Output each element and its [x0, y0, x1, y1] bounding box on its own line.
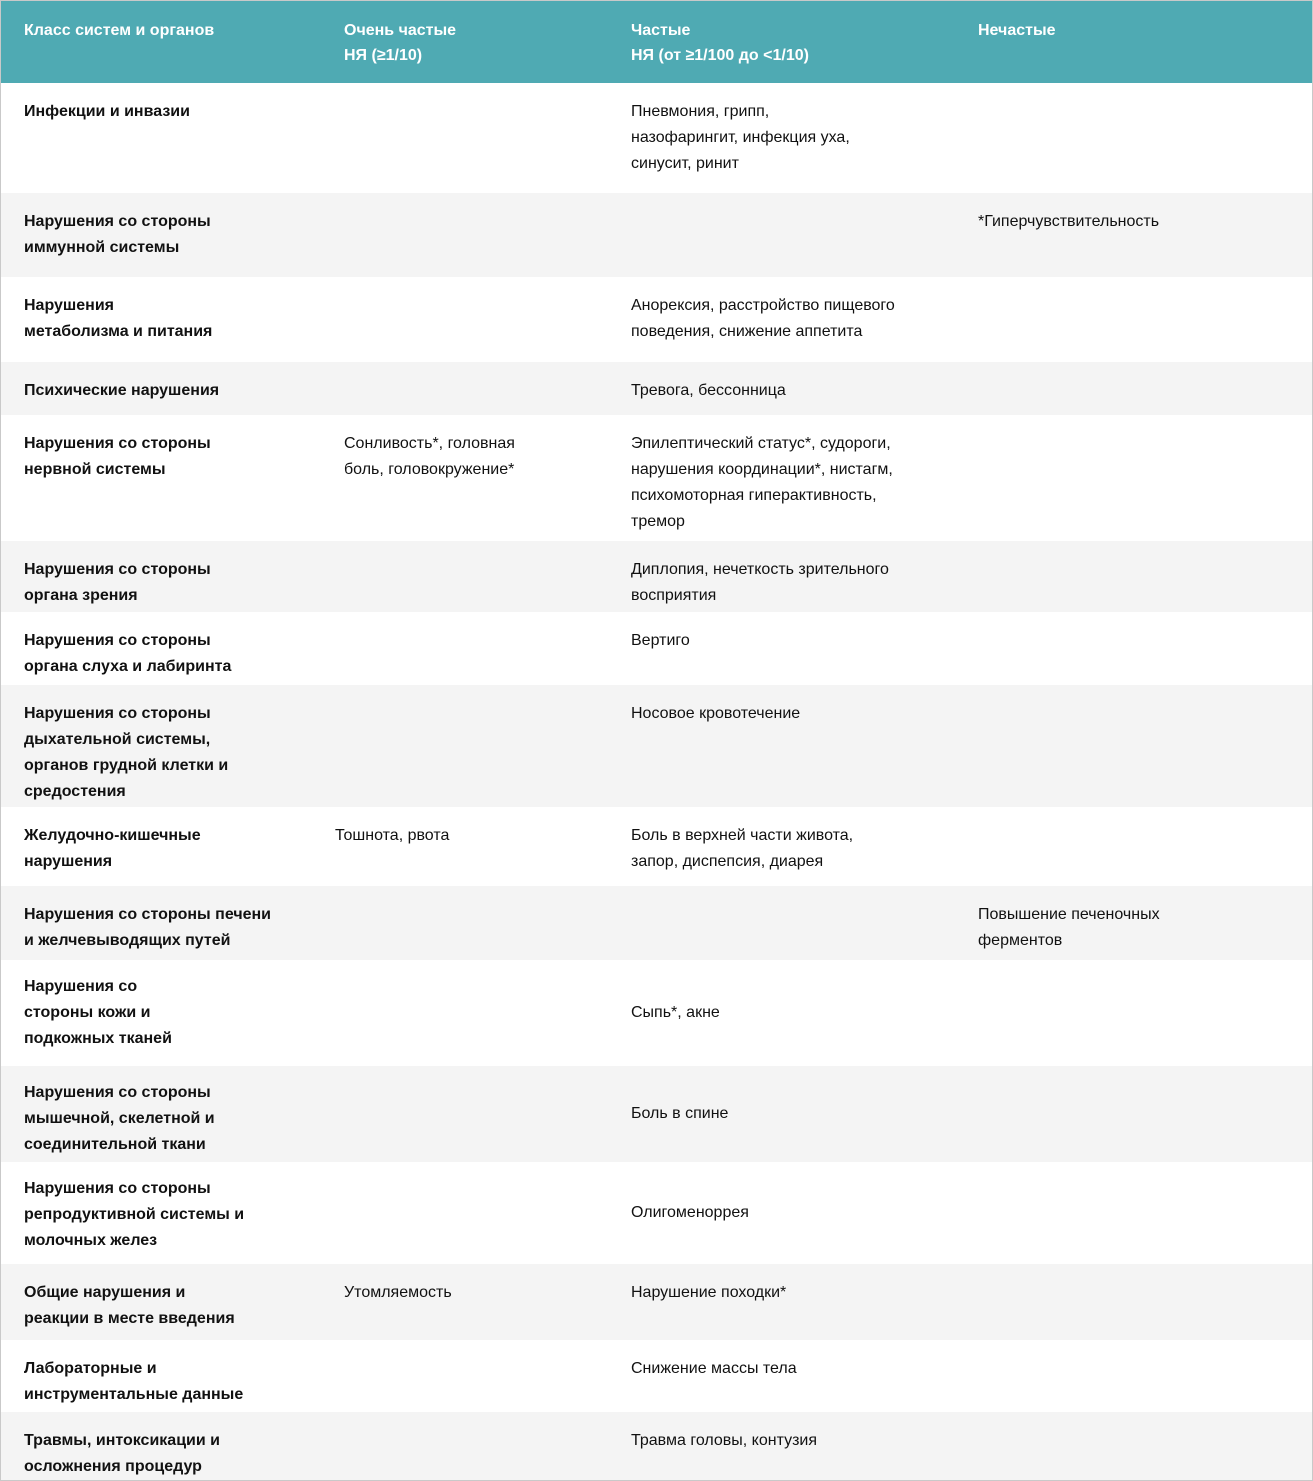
- table-row: Нарушения со стороны кожи и подкожных тк…: [1, 960, 1312, 1066]
- cell-common: Диплопия, нечеткость зрительного восприя…: [608, 541, 955, 612]
- cell-very-common: [321, 193, 608, 277]
- table-row: Травмы, интоксикации и осложнения процед…: [1, 1412, 1312, 1480]
- cell-common: Эпилептический статус*, судороги, наруше…: [631, 435, 893, 530]
- cell-uncommon: [955, 83, 1312, 193]
- header-common: Частые НЯ (от ≥1/100 до <1/10): [608, 1, 955, 83]
- cell-common: Анорексия, расстройство пищевого поведен…: [631, 297, 895, 340]
- table-row: Общие нарушения и реакции в месте введен…: [1, 1264, 1312, 1340]
- cell-system-class: Нарушения со стороны дыхательной системы…: [1, 685, 321, 807]
- cell-very-common: Утомляемость: [321, 1264, 608, 1340]
- cell-uncommon: [955, 362, 1312, 415]
- table-row: Нарушения со стороны иммунной системы *Ги…: [1, 193, 1312, 277]
- cell-system-class: Желудочно-кишечные нарушения: [24, 827, 201, 870]
- cell-system-class: Инфекции и инвазии: [24, 103, 190, 120]
- cell-uncommon: [955, 1066, 1312, 1162]
- table-row: Нарушения метаболизма и питания Анорексия…: [1, 277, 1312, 362]
- cell-uncommon: *Гиперчувствительность: [955, 193, 1312, 277]
- cell-uncommon: [955, 1264, 1312, 1340]
- cell-uncommon: [955, 541, 1312, 612]
- cell-system-class: Нарушения со стороны иммунной системы: [1, 193, 321, 277]
- cell-uncommon: [955, 277, 1312, 362]
- cell-very-common: [321, 1340, 608, 1412]
- cell-uncommon: [955, 685, 1312, 807]
- header-very-common: Очень частые НЯ (≥1/10): [321, 1, 608, 83]
- cell-system-class: Нарушения метаболизма и питания: [24, 297, 213, 340]
- cell-common: Боль в верхней части живота, запор, дисп…: [631, 827, 854, 870]
- table-header-row: Класс систем и органов Очень частые НЯ (…: [1, 1, 1312, 83]
- cell-system-class: Общие нарушения и реакции в месте введен…: [1, 1264, 321, 1340]
- cell-very-common: [321, 277, 608, 362]
- cell-common: [608, 193, 955, 277]
- cell-common: Олигоменоррея: [631, 1204, 749, 1221]
- table-row: Нарушения со стороны дыхательной системы…: [1, 685, 1312, 807]
- cell-system-class: Травмы, интоксикации и осложнения процед…: [1, 1412, 321, 1480]
- cell-common: Тревога, бессонница: [608, 362, 955, 415]
- cell-common: Травма головы, контузия: [608, 1412, 955, 1480]
- cell-very-common: [321, 1412, 608, 1480]
- cell-common: Снижение массы тела: [631, 1360, 797, 1377]
- cell-uncommon: [955, 1340, 1312, 1412]
- table-row: Лабораторные и инструментальные данные Сн…: [1, 1340, 1312, 1412]
- table-row: Нарушения со стороны органа зрения Диплоп…: [1, 541, 1312, 612]
- cell-common: Носовое кровотечение: [608, 685, 955, 807]
- cell-very-common: [321, 886, 608, 960]
- cell-common: Вертиго: [631, 632, 690, 649]
- cell-very-common: [321, 1162, 608, 1264]
- cell-uncommon: [955, 1162, 1312, 1264]
- cell-system-class: Нарушения со стороны печени и желчевывод…: [1, 886, 321, 960]
- cell-system-class: Нарушения со стороны органа слуха и лаби…: [24, 632, 232, 675]
- table-row: Нарушения со стороны органа слуха и лаби…: [1, 612, 1312, 685]
- cell-common: Пневмония, грипп, назофарингит, инфекция…: [631, 103, 850, 172]
- cell-very-common: [321, 960, 608, 1066]
- cell-system-class: Нарушения со стороны органа зрения: [1, 541, 321, 612]
- cell-system-class: Нарушения со стороны репродуктивной сист…: [24, 1180, 245, 1249]
- cell-system-class: Нарушения со стороны нервной системы: [24, 435, 211, 478]
- cell-common: Боль в спине: [608, 1066, 955, 1162]
- cell-very-common: [321, 1066, 608, 1162]
- table-row: Нарушения со стороны репродуктивной сист…: [1, 1162, 1312, 1264]
- table-row: Нарушения со стороны печени и желчевывод…: [1, 886, 1312, 960]
- cell-system-class: Нарушения со стороны кожи и подкожных тк…: [24, 978, 172, 1047]
- cell-very-common: [321, 541, 608, 612]
- table-row: Психические нарушения Тревога, бессонница: [1, 362, 1312, 415]
- cell-very-common: [321, 685, 608, 807]
- cell-very-common: [321, 83, 608, 193]
- cell-common: [608, 886, 955, 960]
- cell-uncommon: [955, 1412, 1312, 1480]
- cell-very-common: [321, 362, 608, 415]
- cell-uncommon: [955, 807, 1312, 886]
- cell-system-class: Лабораторные и инструментальные данные: [24, 1360, 244, 1403]
- cell-very-common: Сонливость*, головная боль, головокружен…: [344, 435, 515, 478]
- cell-uncommon: Повышение печеночных ферментов: [955, 886, 1312, 960]
- header-system-class: Класс систем и органов: [1, 1, 321, 83]
- cell-system-class: Нарушения со стороны мышечной, скелетной…: [1, 1066, 321, 1162]
- cell-very-common: [321, 612, 608, 685]
- table-row: Нарушения со стороны нервной системы Сонл…: [1, 415, 1312, 541]
- table-row: Инфекции и инвазии Пневмония, грипп, назо…: [1, 83, 1312, 193]
- cell-uncommon: [955, 612, 1312, 685]
- cell-common: Нарушение походки*: [608, 1264, 955, 1340]
- table-row: Нарушения со стороны мышечной, скелетной…: [1, 1066, 1312, 1162]
- table-row: Желудочно-кишечные нарушения Тошнота, рво…: [1, 807, 1312, 886]
- header-uncommon: Нечастые: [955, 1, 1312, 83]
- cell-system-class: Психические нарушения: [1, 362, 321, 415]
- cell-very-common: Тошнота, рвота: [335, 827, 450, 844]
- cell-common: Сыпь*, акне: [631, 1004, 720, 1021]
- cell-uncommon: [955, 415, 1312, 541]
- cell-uncommon: [955, 960, 1312, 1066]
